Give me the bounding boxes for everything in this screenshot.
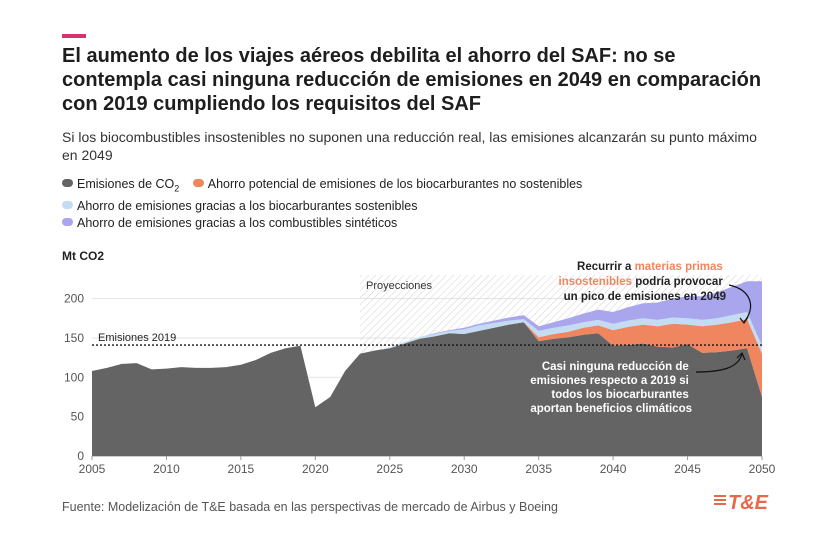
y-tick-label-50: 50 [71,410,85,424]
annotation-bottom-arrow [695,353,743,373]
legend-label-synthetic: Ahorro de emisiones gracias a los combus… [77,215,398,230]
legend-label-unsustainable: Ahorro potencial de emisiones de los bio… [207,177,583,191]
annotation-bottom-line4: aportan beneficios climáticos [530,403,692,415]
annotation-top-line1: Recurrir a materias primas [577,261,723,273]
y-tick-label-150: 150 [64,331,84,345]
logo-text: T&E [728,492,768,514]
x-tick-label-2040: 2040 [600,462,627,476]
area-synthetic-fuel-savings [92,281,762,408]
legend-label-co2: Emisiones de CO [77,177,175,191]
legend-swatch-synthetic [62,217,73,226]
annotation-top-line2: insostenibles podría provocar [559,276,724,288]
reference-line-label: Emisiones 2019 [98,332,176,344]
annotation-bottom-line3: todos los biocarburantes [551,389,688,401]
y-tick-label-0: 0 [77,449,84,463]
x-tick-label-2045: 2045 [674,462,701,476]
annotation-top: Recurrir a materias primas insostenibles… [559,261,726,303]
y-tick-label-200: 200 [64,292,84,306]
y-axis-label: Mt CO2 [62,249,104,263]
legend-item-synthetic: Ahorro de emisiones gracias a los combus… [62,215,397,232]
area-unsustainable-biofuel-savings [92,319,762,408]
annotation-top-arrowhead [739,316,749,325]
area-co2-emissions [92,322,762,456]
y-axis-ticks: 0 50 100 150 200 [64,292,84,463]
annotation-bottom-line1: Casi ninguna reducción de [542,361,689,373]
x-tick-label-2025: 2025 [376,462,403,476]
x-tick-label-2050: 2050 [749,462,776,476]
x-axis-ticks: 2005 2010 2015 2020 2025 2030 2035 2040 2045 2050 [79,456,776,476]
legend: Emisiones de CO2 Ahorro potencial de emi… [62,176,782,232]
source-note: Fuente: Modelización de T&E basada en la… [62,500,558,514]
te-logo: T&E [714,492,768,515]
annotation-bottom-line2: emisiones respecto a 2019 si [530,375,689,387]
legend-label-sustainable: Ahorro de emisiones gracias a los biocar… [77,198,418,213]
x-tick-label-2020: 2020 [302,462,329,476]
chart-subtitle: Si los biocombustibles insostenibles no … [62,129,757,163]
legend-label-co2-subscript: 2 [174,183,180,194]
legend-item-sustainable: Ahorro de emisiones gracias a los biocar… [62,198,417,215]
title-accent-bar [62,34,86,38]
legend-swatch-sustainable [62,200,73,209]
logo-bars-icon [714,493,726,507]
legend-item-unsustainable: Ahorro potencial de emisiones de los bio… [192,176,583,193]
legend-swatch-co2 [62,179,73,187]
annotation-top-highlight-2: insostenibles [559,276,633,288]
legend-swatch-unsustainable [192,179,204,187]
areas [92,281,762,456]
annotation-top-line3: un pico de emisiones en 2049 [564,291,726,303]
annotation-top-pre: Recurrir a [577,261,635,273]
projection-label: Proyecciones [366,280,433,292]
x-tick-label-2010: 2010 [153,462,180,476]
chart-title: El aumento de los viajes aéreos debilita… [62,45,762,115]
x-tick-label-2030: 2030 [451,462,478,476]
x-tick-label-2005: 2005 [79,462,106,476]
area-sustainable-biofuel-savings [92,312,762,408]
x-tick-label-2015: 2015 [228,462,255,476]
legend-item-co2: Emisiones de CO2 [62,176,179,198]
y-tick-label-100: 100 [64,370,84,384]
annotation-bottom: Casi ninguna reducción de emisiones resp… [530,361,692,415]
annotation-top-highlight-1: materias primas [635,261,723,273]
x-tick-label-2035: 2035 [525,462,552,476]
annotation-top-post: podría provocar [632,276,723,288]
annotation-bottom-arrowhead [736,351,746,361]
